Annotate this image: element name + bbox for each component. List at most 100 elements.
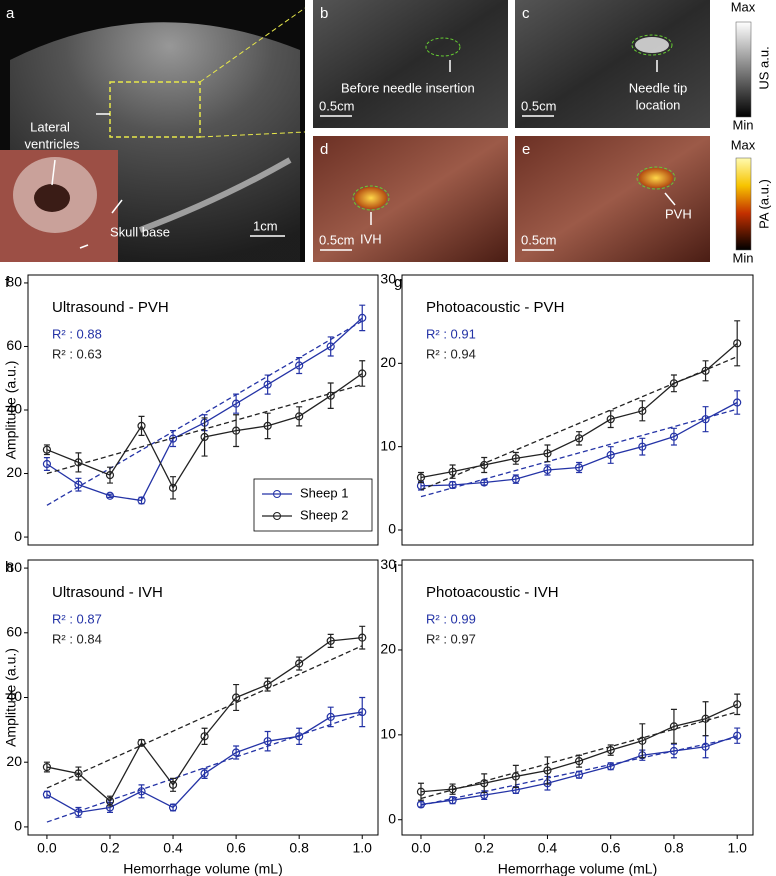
- data-point: [416, 473, 426, 482]
- data-point: [232, 748, 241, 757]
- fit-line: [46, 645, 363, 789]
- image-a: a Lateral ventricles Skull base 1cm: [0, 0, 306, 262]
- error-bar: [702, 360, 709, 382]
- legend-label: Sheep 2: [300, 507, 348, 522]
- data-point: [137, 496, 146, 505]
- plot-frame: [27, 559, 379, 836]
- error-bar: [670, 708, 677, 744]
- chart-title: Ultrasound - PVH: [52, 299, 169, 316]
- data-point: [733, 398, 742, 407]
- annotation: Needle tip: [629, 80, 688, 95]
- panel-label: e: [522, 141, 530, 158]
- x-tick-label: 0.6: [601, 840, 621, 856]
- colorbar-us: Max Min US a.u.: [731, 0, 772, 132]
- scale-label: 0.5cm: [319, 232, 354, 247]
- error-bar: [296, 656, 303, 671]
- error-bar: [296, 356, 303, 375]
- error-bar: [264, 412, 271, 440]
- x-tick-label: 0.2: [100, 840, 120, 856]
- x-axis-label: Hemorrhage volume (mL): [498, 861, 658, 876]
- chart-title: Photoacoustic - IVH: [426, 584, 559, 601]
- scale-label: 0.5cm: [319, 98, 354, 113]
- data-point: [511, 475, 520, 484]
- annotation: PVH: [665, 206, 692, 221]
- panel-label: g: [394, 274, 402, 291]
- y-tick-label: 0: [14, 818, 22, 834]
- colorbar-max: Max: [731, 0, 756, 14]
- y-tick-label: 30: [380, 271, 396, 287]
- error-bar: [512, 764, 519, 789]
- error-bar: [670, 374, 677, 393]
- data-point: [606, 450, 615, 460]
- data-point: [358, 313, 367, 322]
- error-bar: [170, 777, 177, 792]
- annotation: Lateral: [30, 119, 70, 134]
- panel-label: i: [394, 559, 397, 576]
- colorbar-pa: Max Min PA (a.u.): [731, 137, 772, 265]
- data-point: [137, 738, 146, 747]
- error-bar: [417, 782, 424, 801]
- annotation: ventricles: [25, 136, 80, 151]
- error-bar: [327, 336, 334, 357]
- data-point: [416, 800, 426, 809]
- error-bar: [75, 477, 82, 492]
- data-point: [74, 458, 83, 467]
- error-bar: [734, 727, 741, 744]
- error-bar: [607, 410, 614, 429]
- error-bar: [670, 743, 677, 759]
- error-bar: [264, 677, 271, 692]
- data-point: [574, 757, 584, 766]
- y-tick-label: 60: [6, 623, 22, 639]
- panel-label: f: [5, 274, 10, 291]
- fit-line: [46, 320, 363, 506]
- chart: f Ultrasound - PVH 0 20 40 60 80 Amplitude (a.u…: [3, 274, 379, 546]
- error-bar: [639, 437, 646, 456]
- error-bar: [138, 415, 145, 437]
- x-tick-label: 0.8: [664, 840, 684, 856]
- fit-line: [420, 408, 738, 498]
- colorbar-label: PA (a.u.): [756, 179, 771, 229]
- panel-label: a: [6, 5, 15, 22]
- colorbar-min: Min: [733, 117, 754, 132]
- panel-label: d: [320, 141, 328, 158]
- chart: h Ultrasound - IVH 0 20 40 60 80 0.0 0.2 0.4 0.6 0.…: [3, 559, 379, 876]
- error-bar: [359, 360, 366, 387]
- error-bar: [481, 773, 488, 794]
- x-tick-label: 0.6: [226, 840, 246, 856]
- data-point: [638, 406, 647, 415]
- data-point: [137, 421, 146, 430]
- data-point: [74, 769, 83, 778]
- r2-label: R² : 0.88: [52, 326, 102, 341]
- data-point: [326, 636, 335, 645]
- scale-label: 0.5cm: [521, 232, 556, 247]
- data-point: [511, 772, 520, 781]
- data-point: [701, 714, 710, 723]
- data-point: [358, 369, 367, 378]
- data-point: [669, 746, 679, 756]
- data-point: [448, 480, 457, 490]
- error-bar: [702, 406, 709, 433]
- data-point: [168, 483, 178, 492]
- data-point: [733, 700, 742, 709]
- y-tick-label: 80: [6, 559, 22, 575]
- error-bar: [233, 393, 240, 414]
- y-tick-label: 80: [6, 274, 22, 290]
- y-tick-label: 20: [6, 464, 22, 480]
- chart-title: Photoacoustic - PVH: [426, 299, 564, 316]
- error-bar: [75, 766, 82, 781]
- data-point: [105, 796, 115, 806]
- data-point: [168, 780, 178, 789]
- chart: g Photoacoustic - PVH 0 10 20 30 R² : 0.91 R² :…: [380, 271, 754, 546]
- legend-marker: [273, 490, 281, 498]
- y-axis-label: Amplitude (a.u.): [3, 361, 19, 460]
- error-bar: [296, 406, 303, 427]
- data-point: [669, 722, 679, 731]
- data-point: [416, 787, 426, 796]
- data-point: [42, 445, 52, 454]
- error-bar: [639, 400, 646, 422]
- error-bar: [512, 474, 519, 484]
- error-bar: [481, 456, 488, 474]
- error-bar: [138, 784, 145, 799]
- data-point: [358, 633, 367, 642]
- data-point: [74, 808, 83, 817]
